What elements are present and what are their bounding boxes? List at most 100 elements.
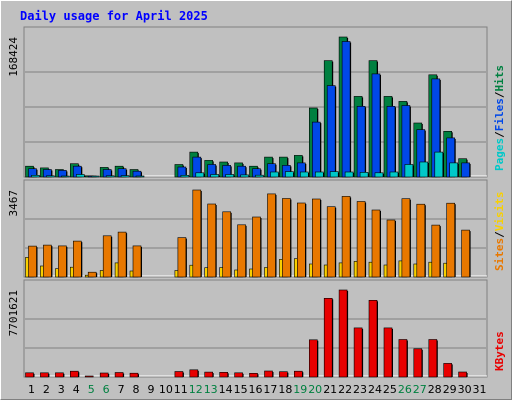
- bar-files-day-24: [371, 73, 381, 178]
- bar-kbytes-day-15: [234, 372, 243, 378]
- day-label-19: 19: [293, 383, 307, 396]
- bar-kbytes-day-18: [279, 371, 288, 378]
- bar-sites-day-30: [461, 229, 470, 278]
- bar-pages-day-8: [135, 175, 145, 178]
- series-pages: [31, 151, 459, 178]
- max-label: 7701621: [7, 290, 20, 336]
- bar-pages-day-2: [46, 175, 55, 178]
- bar-sites-day-27: [416, 203, 426, 278]
- bar-pages-day-7: [120, 175, 130, 178]
- bar-kbytes-day-6: [99, 372, 109, 378]
- bar-sites-day-1: [28, 245, 37, 278]
- day-label-14: 14: [219, 383, 233, 396]
- legend-entry-2: Files: [493, 98, 506, 131]
- day-label-27: 27: [413, 383, 427, 396]
- max-label: 3467: [7, 190, 20, 217]
- bar-kbytes-day-17: [264, 370, 273, 378]
- bar-sites-day-12: [192, 189, 202, 278]
- bar-sites-day-14: [222, 211, 231, 278]
- day-label-30: 30: [458, 383, 472, 396]
- bar-pages-day-13: [210, 174, 219, 178]
- legend: KBytes: [493, 331, 506, 371]
- bar-pages-day-22: [344, 171, 354, 178]
- bar-pages-day-15: [240, 174, 249, 178]
- legend-entry-0: Pages: [493, 138, 506, 171]
- bar-kbytes-day-25: [383, 327, 393, 378]
- bar-files-day-23: [356, 106, 366, 178]
- bar-sites-day-28: [431, 224, 441, 278]
- day-label-5: 5: [88, 383, 95, 396]
- bar-sites-day-25: [386, 219, 396, 278]
- day-label-11: 11: [174, 383, 188, 396]
- bar-sites-day-15: [237, 224, 246, 278]
- bar-kbytes-day-7: [114, 372, 124, 378]
- chart-title: Daily usage for April 2025: [20, 9, 208, 23]
- bar-kbytes-day-3: [55, 372, 64, 378]
- bar-pages-day-27: [419, 161, 429, 178]
- bar-pages-day-3: [61, 175, 70, 178]
- day-label-24: 24: [368, 383, 382, 396]
- bar-pages-day-20: [314, 171, 324, 178]
- bar-pages-day-29: [449, 162, 459, 178]
- legend-entry-3: /: [493, 91, 506, 98]
- bar-pages-day-5: [90, 175, 100, 178]
- bar-sites-day-8: [132, 245, 142, 278]
- bar-kbytes-day-28: [428, 339, 438, 378]
- day-label-18: 18: [278, 383, 292, 396]
- bar-kbytes-day-23: [353, 327, 363, 378]
- day-label-12: 12: [189, 383, 203, 396]
- bar-sites-day-4: [73, 240, 82, 278]
- bar-pages-day-16: [255, 174, 264, 178]
- bar-pages-day-14: [225, 174, 234, 178]
- day-label-7: 7: [118, 383, 125, 396]
- day-label-10: 10: [159, 383, 173, 396]
- bar-sites-day-21: [326, 206, 336, 278]
- day-label-23: 23: [353, 383, 367, 396]
- legend: Sites/Visits: [493, 192, 506, 272]
- legend-entry-0: KBytes: [493, 331, 506, 371]
- bar-pages-day-24: [374, 172, 384, 178]
- series-files: [28, 41, 471, 178]
- bar-pages-day-25: [389, 171, 399, 178]
- legend: Pages/Files/Hits: [493, 65, 506, 171]
- bar-pages-day-23: [359, 172, 369, 178]
- max-label: 168424: [7, 37, 20, 77]
- day-label-16: 16: [249, 383, 263, 396]
- bar-kbytes-day-16: [249, 372, 258, 378]
- legend-entry-1: /: [493, 131, 506, 138]
- day-label-21: 21: [323, 383, 337, 396]
- panel-kbytes: 7701621 KBytes: [7, 279, 506, 378]
- bar-sites-day-19: [296, 202, 306, 278]
- bar-files-day-21: [326, 85, 336, 178]
- day-label-13: 13: [204, 383, 218, 396]
- legend-entry-2: Visits: [493, 192, 506, 232]
- bar-sites-day-22: [341, 196, 351, 278]
- series-sites: [28, 189, 471, 278]
- panel-background: [23, 279, 488, 378]
- legend-entry-0: Sites: [493, 238, 506, 271]
- bar-files-day-20: [311, 121, 321, 178]
- bar-kbytes-day-5: [84, 375, 94, 378]
- bar-kbytes-day-4: [70, 370, 79, 378]
- bar-kbytes-day-14: [219, 371, 228, 378]
- bar-kbytes-day-24: [368, 299, 378, 378]
- day-label-6: 6: [103, 383, 110, 396]
- bar-pages-day-19: [299, 171, 309, 178]
- bar-files-day-25: [386, 106, 396, 178]
- bar-pages-day-4: [76, 174, 85, 178]
- bar-pages-day-12: [195, 172, 205, 178]
- bar-sites-day-16: [252, 216, 261, 278]
- bar-sites-day-3: [58, 245, 67, 278]
- bar-kbytes-day-21: [323, 297, 333, 378]
- legend-entry-1: /: [493, 231, 506, 238]
- bar-sites-day-2: [43, 244, 52, 278]
- series-kbytes: [25, 289, 468, 378]
- legend-entry-4: Hits: [493, 65, 506, 92]
- bar-kbytes-day-1: [25, 372, 34, 378]
- bar-sites-day-24: [371, 209, 381, 278]
- day-label-25: 25: [383, 383, 397, 396]
- bar-kbytes-day-26: [398, 339, 408, 378]
- bar-sites-day-23: [356, 201, 366, 278]
- bar-kbytes-day-12: [189, 369, 199, 378]
